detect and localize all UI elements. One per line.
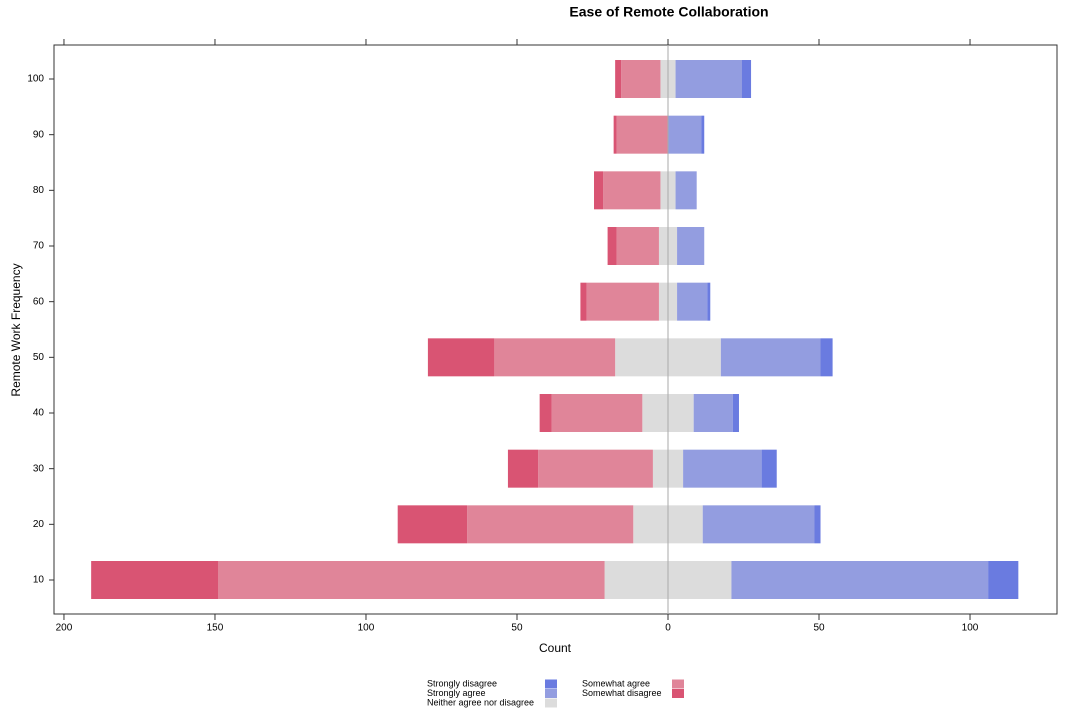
y-tick-label: 90 (33, 129, 45, 140)
x-tick-label: 50 (813, 623, 825, 634)
bar-segment (616, 115, 669, 154)
legend-swatch (545, 679, 557, 689)
legend-swatch (672, 679, 684, 689)
bar-segment (551, 394, 643, 432)
legend-label: Somewhat agree (582, 678, 650, 688)
bar-segment (732, 394, 739, 432)
legend-label: Strongly agree (427, 688, 486, 698)
y-tick-label: 60 (33, 296, 45, 307)
x-tick-label: 150 (207, 623, 224, 634)
legend-swatch (545, 698, 557, 708)
bar-segment (427, 338, 495, 377)
legend-swatch (672, 689, 684, 698)
bar-segment (621, 60, 661, 98)
x-tick-label: 0 (665, 623, 671, 634)
bar-segment (731, 561, 989, 599)
bar-segment (668, 115, 702, 154)
x-tick-label: 50 (511, 623, 523, 634)
y-tick-label: 50 (33, 352, 45, 363)
bar-segment (814, 505, 821, 544)
bar-segment (615, 60, 622, 98)
x-tick-label: 200 (56, 623, 73, 634)
bar-segment (616, 227, 659, 265)
bar-segment (539, 394, 552, 432)
bar-segment (820, 338, 833, 377)
bar-segment (693, 394, 733, 432)
y-tick-label: 70 (33, 241, 45, 252)
bar-segment (397, 505, 468, 544)
legend-label: Strongly disagree (427, 678, 497, 688)
y-tick-label: 20 (33, 519, 45, 530)
bar-segment (607, 227, 617, 265)
legend-label: Neither agree nor disagree (427, 697, 534, 707)
bar-segment (91, 561, 218, 599)
bar-segment (603, 171, 661, 210)
bar-segment (580, 282, 587, 321)
bar-segment (702, 505, 815, 544)
y-tick-label: 80 (33, 185, 45, 196)
y-axis-title: Remote Work Frequency (9, 263, 23, 396)
x-axis-title: Count (539, 641, 572, 655)
bar-segment (675, 171, 697, 210)
y-tick-label: 30 (33, 463, 45, 474)
x-tick-label: 100 (358, 623, 375, 634)
bar-segment (683, 449, 762, 488)
y-tick-label: 100 (27, 74, 44, 85)
legend-label: Somewhat disagree (582, 688, 662, 698)
bar-segment (701, 115, 705, 154)
bar-segment (761, 449, 777, 488)
y-tick-label: 10 (33, 575, 45, 586)
bar-segment (677, 282, 708, 321)
bar-segment (594, 171, 604, 210)
bar-segment (741, 60, 752, 98)
chart-title: Ease of Remote Collaboration (569, 4, 768, 20)
bar-segment (494, 338, 616, 377)
bar-segment (467, 505, 634, 544)
bar-segment (507, 449, 539, 488)
bar-segment (538, 449, 653, 488)
bar-segment (217, 561, 605, 599)
bar-segment (720, 338, 821, 377)
bar-segment (675, 60, 742, 98)
bar-segment (707, 282, 711, 321)
legend-swatch (545, 689, 557, 698)
bar-segment (613, 115, 617, 154)
plot-frame (53, 44, 1058, 615)
x-tick-label: 100 (962, 623, 979, 634)
y-tick-label: 40 (33, 408, 45, 419)
bar-segment (586, 282, 659, 321)
bar-segment (988, 561, 1019, 599)
bar-segment (677, 227, 705, 265)
